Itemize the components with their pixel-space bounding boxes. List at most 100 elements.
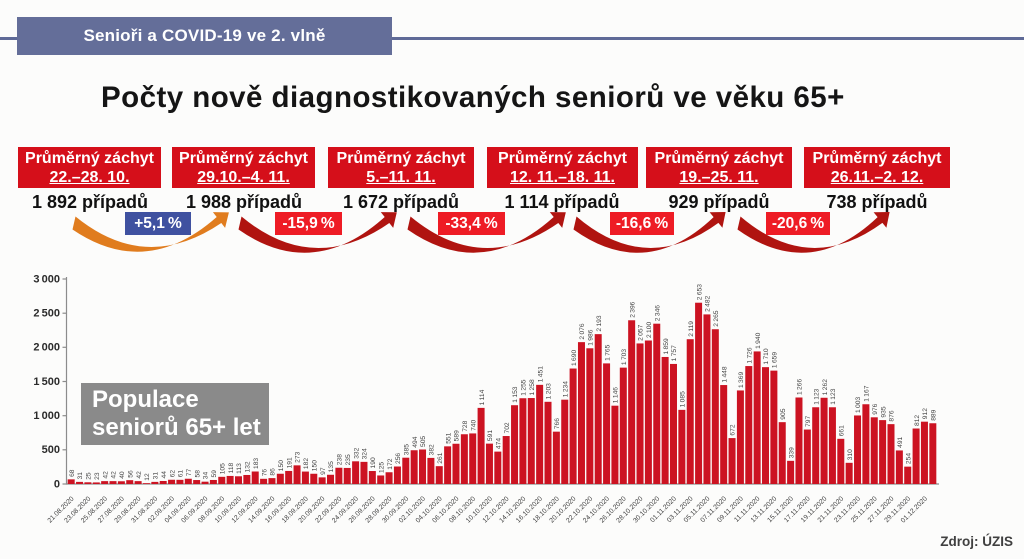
svg-text:1 659: 1 659 <box>772 352 779 368</box>
svg-text:1 690: 1 690 <box>571 350 578 366</box>
svg-text:42: 42 <box>136 471 143 479</box>
svg-text:1 765: 1 765 <box>604 344 611 360</box>
svg-text:551: 551 <box>445 432 452 443</box>
svg-text:1 451: 1 451 <box>537 366 544 382</box>
svg-text:183: 183 <box>253 458 260 469</box>
svg-text:1 153: 1 153 <box>512 386 519 402</box>
svg-text:1 940: 1 940 <box>755 332 762 348</box>
svg-text:589: 589 <box>454 430 461 441</box>
svg-text:1 085: 1 085 <box>680 391 687 407</box>
svg-text:728: 728 <box>462 420 469 431</box>
svg-text:1 266: 1 266 <box>797 379 804 395</box>
svg-text:310: 310 <box>847 449 854 460</box>
svg-text:2 482: 2 482 <box>705 295 712 311</box>
svg-text:1 000: 1 000 <box>33 410 60 422</box>
svg-text:1 448: 1 448 <box>721 366 728 382</box>
svg-text:332: 332 <box>353 447 360 458</box>
svg-text:2 076: 2 076 <box>579 323 586 339</box>
svg-text:1 369: 1 369 <box>738 372 745 388</box>
svg-text:2 100: 2 100 <box>646 322 653 338</box>
svg-text:766: 766 <box>554 418 561 429</box>
svg-text:86: 86 <box>270 468 277 476</box>
svg-text:1 726: 1 726 <box>747 347 754 363</box>
svg-text:59: 59 <box>211 470 218 478</box>
svg-text:1 258: 1 258 <box>529 379 536 395</box>
svg-text:25: 25 <box>86 472 93 480</box>
svg-text:61: 61 <box>178 470 185 478</box>
svg-text:812: 812 <box>914 415 921 426</box>
svg-text:77: 77 <box>186 468 193 476</box>
svg-text:1 500: 1 500 <box>33 376 60 388</box>
svg-text:23: 23 <box>94 472 101 480</box>
svg-text:56: 56 <box>127 470 134 478</box>
svg-text:135: 135 <box>328 461 335 472</box>
svg-text:1 146: 1 146 <box>613 387 620 403</box>
svg-text:1 262: 1 262 <box>822 379 829 395</box>
svg-text:2 653: 2 653 <box>696 284 703 300</box>
svg-text:1 986: 1 986 <box>588 329 595 345</box>
svg-text:2 000: 2 000 <box>33 342 60 354</box>
svg-text:797: 797 <box>805 416 812 427</box>
svg-text:150: 150 <box>312 460 319 471</box>
svg-text:113: 113 <box>236 463 243 474</box>
svg-text:31: 31 <box>153 472 160 480</box>
svg-text:2 119: 2 119 <box>688 321 695 337</box>
svg-text:2 396: 2 396 <box>629 301 636 317</box>
svg-text:1 203: 1 203 <box>546 383 553 399</box>
svg-text:324: 324 <box>362 448 369 459</box>
svg-text:1 123: 1 123 <box>813 388 820 404</box>
svg-text:905: 905 <box>780 408 787 419</box>
svg-text:132: 132 <box>245 461 252 472</box>
svg-text:2 346: 2 346 <box>655 305 662 321</box>
svg-text:105: 105 <box>220 463 227 474</box>
svg-text:1 255: 1 255 <box>521 379 528 395</box>
svg-text:382: 382 <box>429 444 436 455</box>
svg-text:661: 661 <box>839 425 846 436</box>
svg-text:182: 182 <box>303 458 310 469</box>
svg-text:190: 190 <box>370 457 377 468</box>
svg-text:2 057: 2 057 <box>638 324 645 340</box>
svg-text:339: 339 <box>788 447 795 458</box>
svg-text:172: 172 <box>387 458 394 469</box>
svg-text:150: 150 <box>278 460 285 471</box>
svg-text:385: 385 <box>404 444 411 455</box>
svg-text:58: 58 <box>194 470 201 478</box>
svg-text:40: 40 <box>119 471 126 479</box>
svg-text:256: 256 <box>395 453 402 464</box>
svg-text:1 234: 1 234 <box>562 381 569 397</box>
svg-text:740: 740 <box>470 419 477 430</box>
svg-text:235: 235 <box>345 454 352 465</box>
svg-text:68: 68 <box>69 469 76 477</box>
svg-text:1 123: 1 123 <box>830 388 837 404</box>
svg-text:273: 273 <box>295 451 302 462</box>
svg-text:1 114: 1 114 <box>479 389 486 405</box>
svg-text:1 859: 1 859 <box>663 338 670 354</box>
svg-text:876: 876 <box>889 410 896 421</box>
svg-text:97: 97 <box>320 467 327 475</box>
svg-text:935: 935 <box>880 406 887 417</box>
svg-text:702: 702 <box>504 422 511 433</box>
svg-text:76: 76 <box>261 469 268 477</box>
svg-text:672: 672 <box>730 424 737 435</box>
svg-text:474: 474 <box>496 438 503 449</box>
svg-text:2 193: 2 193 <box>596 315 603 331</box>
svg-text:118: 118 <box>228 462 235 473</box>
svg-text:1 003: 1 003 <box>855 397 862 413</box>
svg-text:889: 889 <box>931 409 938 420</box>
svg-text:505: 505 <box>420 436 427 447</box>
svg-text:62: 62 <box>169 470 176 478</box>
svg-text:976: 976 <box>872 403 879 414</box>
svg-text:1 710: 1 710 <box>763 348 770 364</box>
svg-text:591: 591 <box>487 430 494 441</box>
svg-text:500: 500 <box>42 444 60 456</box>
svg-text:2 500: 2 500 <box>33 308 60 320</box>
svg-text:261: 261 <box>437 452 444 463</box>
svg-text:494: 494 <box>412 436 419 447</box>
svg-text:254: 254 <box>905 453 912 464</box>
svg-text:191: 191 <box>286 457 293 468</box>
svg-text:3 000: 3 000 <box>33 273 60 285</box>
svg-text:912: 912 <box>922 408 929 419</box>
svg-text:1 703: 1 703 <box>621 349 628 365</box>
svg-text:42: 42 <box>102 471 109 479</box>
svg-text:12: 12 <box>144 473 151 481</box>
